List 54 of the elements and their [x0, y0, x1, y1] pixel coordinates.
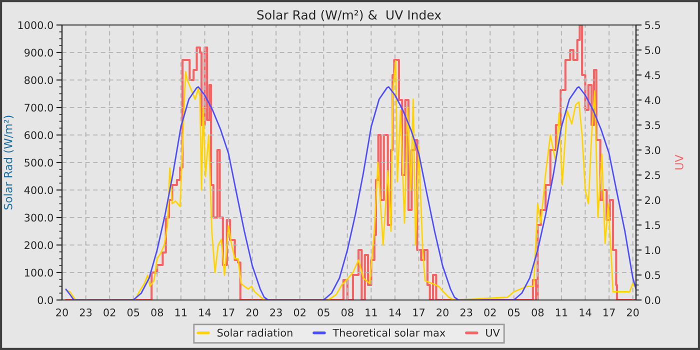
chart-title: Solar Rad (W/m²) & UV Index: [257, 10, 442, 22]
x-tick-label: 20: [246, 308, 258, 316]
x-tick-label: 11: [556, 308, 568, 316]
y2-tick-label: 4.0: [644, 96, 660, 104]
y-tick-label: 500.0: [24, 158, 53, 167]
x-tick-label: 20: [56, 308, 68, 316]
y-tick-label: 200.0: [24, 241, 53, 250]
x-tick-label: 08: [532, 308, 544, 316]
y2-tick-label: 4.5: [644, 71, 660, 80]
x-tick-label: 23: [460, 308, 472, 316]
legend-label: Solar radiation: [217, 328, 292, 337]
y-tick-label: 0.0: [38, 296, 53, 304]
x-tick-label: 14: [390, 308, 402, 316]
y-tick-label: 700.0: [24, 104, 53, 112]
x-tick-label: 23: [270, 308, 282, 316]
y-tick-label: 600.0: [24, 131, 53, 140]
x-tick-label: 14: [580, 308, 592, 316]
x-tick-label: 02: [104, 308, 116, 316]
x-tick-label: 08: [151, 308, 164, 316]
y-tick-label: 900.0: [24, 48, 53, 57]
x-tick-label: 05: [127, 308, 140, 316]
x-tick-label: 17: [413, 308, 425, 316]
y2-tick-label: 3.5: [645, 121, 660, 130]
y-tick-label: 300.0: [24, 214, 53, 222]
x-tick-label: 02: [294, 308, 306, 316]
x-tick-label: 05: [508, 308, 520, 316]
x-tick-label: 17: [223, 308, 234, 316]
y2-axis-title: UV: [675, 154, 684, 170]
legend-label: UV: [486, 328, 500, 337]
x-tick-label: 20: [626, 308, 639, 316]
x-tick-label: 11: [175, 308, 187, 316]
x-tick-label: 08: [341, 308, 354, 316]
x-tick-label: 23: [80, 308, 92, 316]
y-tick-label: 800.0: [24, 76, 53, 84]
x-tick-label: 14: [199, 308, 211, 316]
y2-tick-label: 5.0: [645, 46, 660, 54]
y2-tick-label: 0.5: [645, 271, 660, 280]
x-tick-label: 17: [604, 308, 615, 316]
y2-tick-label: 2.0: [645, 196, 660, 204]
y-tick-label: 100.0: [24, 268, 53, 277]
x-tick-label: 20: [436, 308, 448, 316]
x-tick-label: 02: [484, 308, 496, 316]
legend-label: Theoretical solar max: [332, 328, 446, 337]
y2-tick-label: 1.0: [645, 246, 660, 254]
y2-tick-label: 3.0: [645, 146, 660, 154]
y-tick-label: 1000.0: [18, 21, 53, 30]
y-tick-label: 400.0: [24, 186, 53, 194]
y-axis-title: Solar Rad (W/m²): [4, 116, 14, 210]
x-tick-label: 05: [318, 308, 330, 316]
y2-tick-label: 2.5: [645, 171, 660, 180]
y2-tick-label: 1.5: [645, 221, 660, 230]
y2-tick-label: 0.0: [645, 296, 660, 304]
y2-tick-label: 5.5: [645, 21, 660, 30]
x-tick-label: 11: [366, 308, 377, 316]
